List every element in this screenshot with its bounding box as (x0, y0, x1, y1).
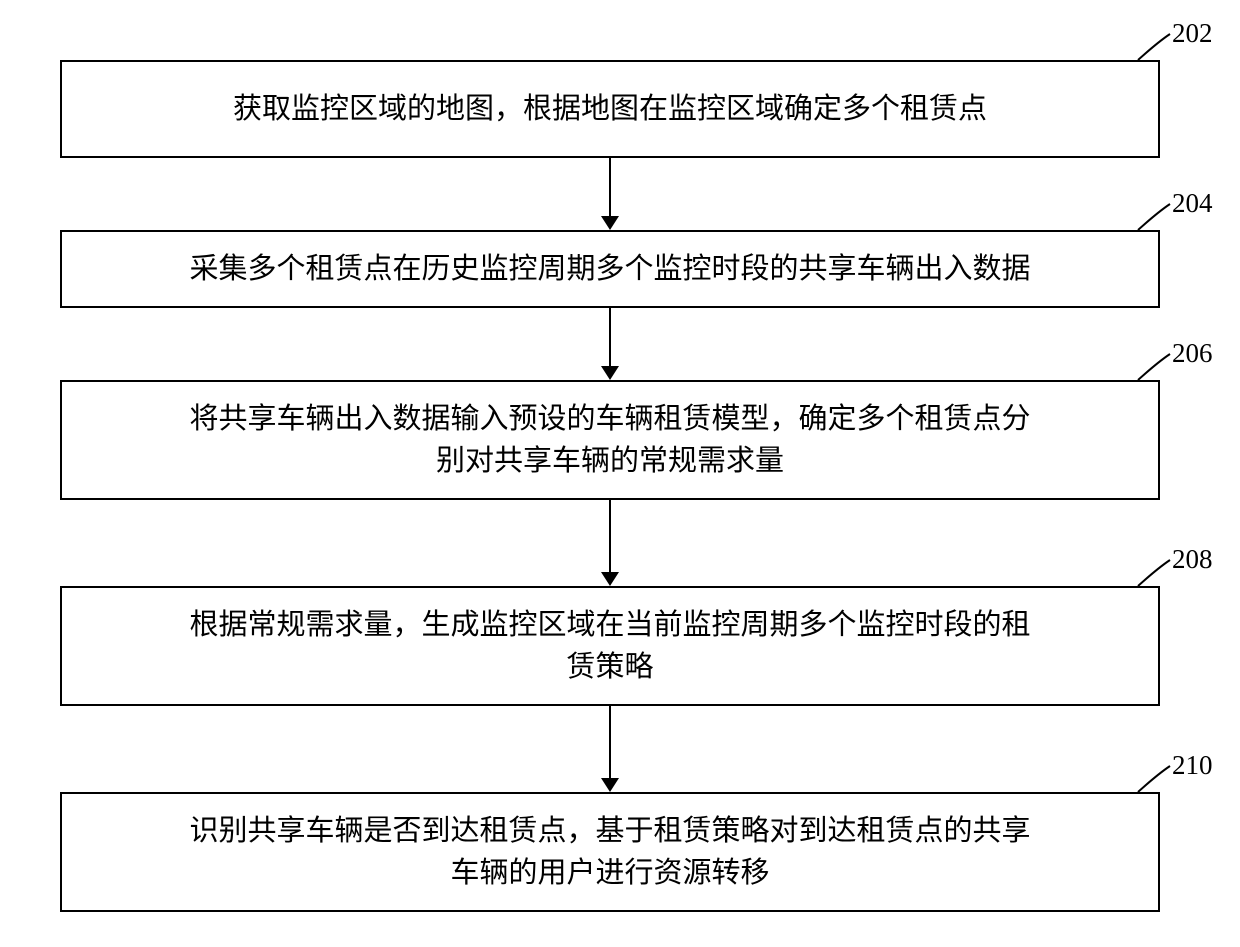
flowchart-canvas: 获取监控区域的地图，根据地图在监控区域确定多个租赁点 202 采集多个租赁点在历… (0, 0, 1240, 947)
leader-210 (0, 0, 1240, 947)
step-label-210: 210 (1172, 750, 1213, 781)
